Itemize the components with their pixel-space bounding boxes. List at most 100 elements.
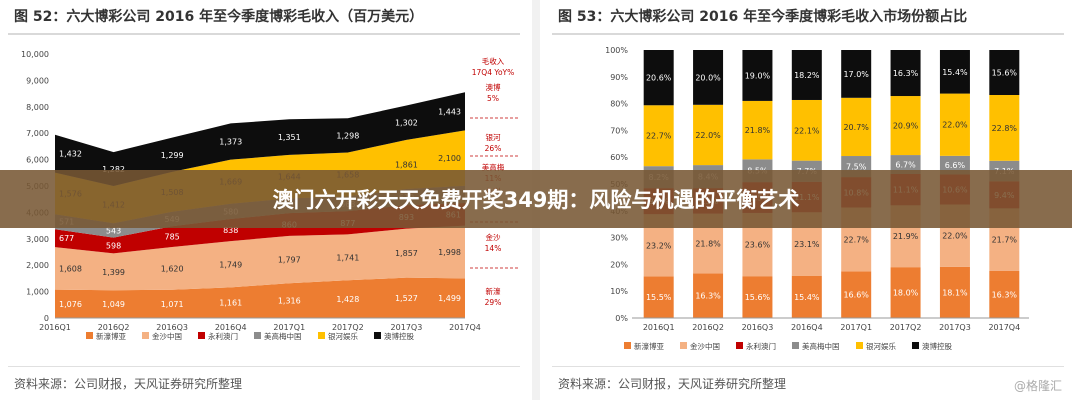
bar-segment — [841, 271, 872, 318]
y-tick-label: 0% — [615, 314, 628, 323]
bar-segment — [939, 266, 970, 318]
data-label: 20.9% — [893, 122, 919, 131]
data-label: 543 — [106, 226, 121, 235]
data-label: 23.2% — [646, 241, 672, 250]
legend-label: 新濠博亚 — [96, 331, 126, 341]
data-label: 1,741 — [336, 253, 359, 262]
bar-segment — [643, 276, 674, 318]
headline-text: 澳门六开彩天天免费开奖349期：风险与机遇的平衡艺术 — [272, 188, 800, 212]
bar-segment — [841, 50, 872, 98]
y-tick-label: 2,000 — [26, 261, 49, 270]
bar-segment — [989, 95, 1020, 161]
legend-swatch — [912, 342, 919, 349]
y-tick-label: 1,000 — [26, 288, 49, 297]
bar-segment — [643, 105, 674, 167]
right-title-rule — [552, 33, 1064, 35]
bar-segment — [989, 50, 1020, 96]
bar-segment — [791, 50, 822, 100]
bar-segment — [939, 50, 970, 94]
legend-label: 金沙中国 — [690, 341, 720, 351]
data-label: 17.0% — [843, 70, 869, 79]
x-tick-label: 2017Q1 — [273, 323, 305, 332]
y-tick-label: 3,000 — [26, 235, 49, 244]
data-label: 15.6% — [745, 293, 771, 302]
data-label: 15.4% — [942, 68, 968, 77]
data-label: 1,049 — [102, 300, 125, 309]
data-label: 1,161 — [219, 299, 242, 308]
x-tick-label: 2017Q3 — [391, 323, 423, 332]
x-tick-label: 2017Q1 — [840, 323, 872, 332]
headline-banner[interactable]: 澳门六开彩天天免费开奖349期：风险与机遇的平衡艺术 — [0, 170, 1072, 228]
legend-swatch — [374, 332, 381, 339]
bar-segment — [742, 276, 773, 318]
area-series-0 — [55, 277, 465, 318]
annotation-header: 毛收入 — [482, 56, 505, 66]
data-label: 1,499 — [438, 294, 461, 303]
data-label: 23.1% — [794, 240, 820, 249]
bar-segment — [791, 275, 822, 318]
data-label: 16.3% — [992, 290, 1018, 299]
data-label: 16.3% — [893, 69, 919, 78]
data-label: 1,620 — [161, 264, 184, 273]
y-tick-label: 7,000 — [26, 129, 49, 138]
annotation-pct: 5% — [487, 94, 499, 103]
data-label: 6.7% — [895, 161, 916, 170]
data-label: 15.4% — [794, 293, 820, 302]
annotation-header: 17Q4 YoY% — [472, 68, 514, 77]
data-label: 18.0% — [893, 289, 919, 298]
legend-label: 永利澳门 — [746, 341, 776, 351]
x-tick-label: 2017Q2 — [332, 323, 364, 332]
legend-swatch — [86, 332, 93, 339]
bar-segment — [693, 104, 724, 166]
annotation-name: 美高梅 — [482, 162, 505, 172]
data-label: 16.6% — [843, 291, 869, 300]
data-label: 1,071 — [161, 300, 184, 309]
right-source: 资料来源：公司财报，天风证券研究所整理 — [558, 377, 787, 391]
data-label: 1,861 — [395, 160, 418, 169]
left-chart-title: 图 52：六大博彩公司 2016 年至今季度博彩毛收入（百万美元） — [14, 9, 424, 25]
legend-label: 新濠博亚 — [634, 341, 664, 351]
bar-segment — [890, 96, 921, 156]
bar-segment — [890, 50, 921, 97]
data-label: 20.6% — [646, 74, 672, 83]
x-tick-label: 2016Q2 — [98, 323, 130, 332]
y-tick-label: 8,000 — [26, 103, 49, 112]
legend-label: 银河娱乐 — [866, 341, 896, 351]
legend-label: 美高梅中国 — [802, 341, 840, 351]
data-label: 18.2% — [794, 71, 820, 80]
annotation-pct: 14% — [485, 244, 502, 253]
data-label: 6.6% — [945, 161, 966, 170]
right-chart-title: 图 53：六大博彩公司 2016 年至今季度博彩毛收入市场份额占比 — [558, 9, 968, 25]
x-tick-label: 2016Q4 — [215, 323, 247, 332]
data-label: 1,428 — [336, 295, 359, 304]
y-tick-label: 20% — [610, 260, 628, 269]
bar-segment — [643, 50, 674, 106]
data-label: 22.0% — [942, 232, 968, 241]
legend-swatch — [318, 332, 325, 339]
bar-segment — [693, 50, 724, 105]
data-label: 1,298 — [336, 131, 359, 140]
data-label: 1,399 — [102, 268, 125, 277]
legend-label: 澳博控股 — [384, 331, 414, 341]
data-label: 1,299 — [161, 151, 184, 160]
x-tick-label: 2016Q4 — [791, 323, 823, 332]
left-source-rule — [8, 366, 520, 367]
legend-swatch — [856, 342, 863, 349]
legend-swatch — [680, 342, 687, 349]
x-tick-label: 2016Q2 — [692, 323, 724, 332]
data-label: 15.5% — [646, 293, 672, 302]
legend-label: 美高梅中国 — [264, 331, 302, 341]
bar-segment — [841, 97, 872, 157]
data-label: 21.8% — [745, 126, 771, 135]
left-title-rule — [8, 33, 520, 35]
data-label: 1,302 — [395, 119, 418, 128]
legend-swatch — [624, 342, 631, 349]
y-tick-label: 70% — [610, 126, 628, 135]
legend-swatch — [792, 342, 799, 349]
y-tick-label: 60% — [610, 153, 628, 162]
bar-segment — [939, 93, 970, 156]
bar-segment — [791, 99, 822, 161]
legend-swatch — [198, 332, 205, 339]
data-label: 785 — [165, 233, 180, 242]
data-label: 22.1% — [794, 126, 820, 135]
